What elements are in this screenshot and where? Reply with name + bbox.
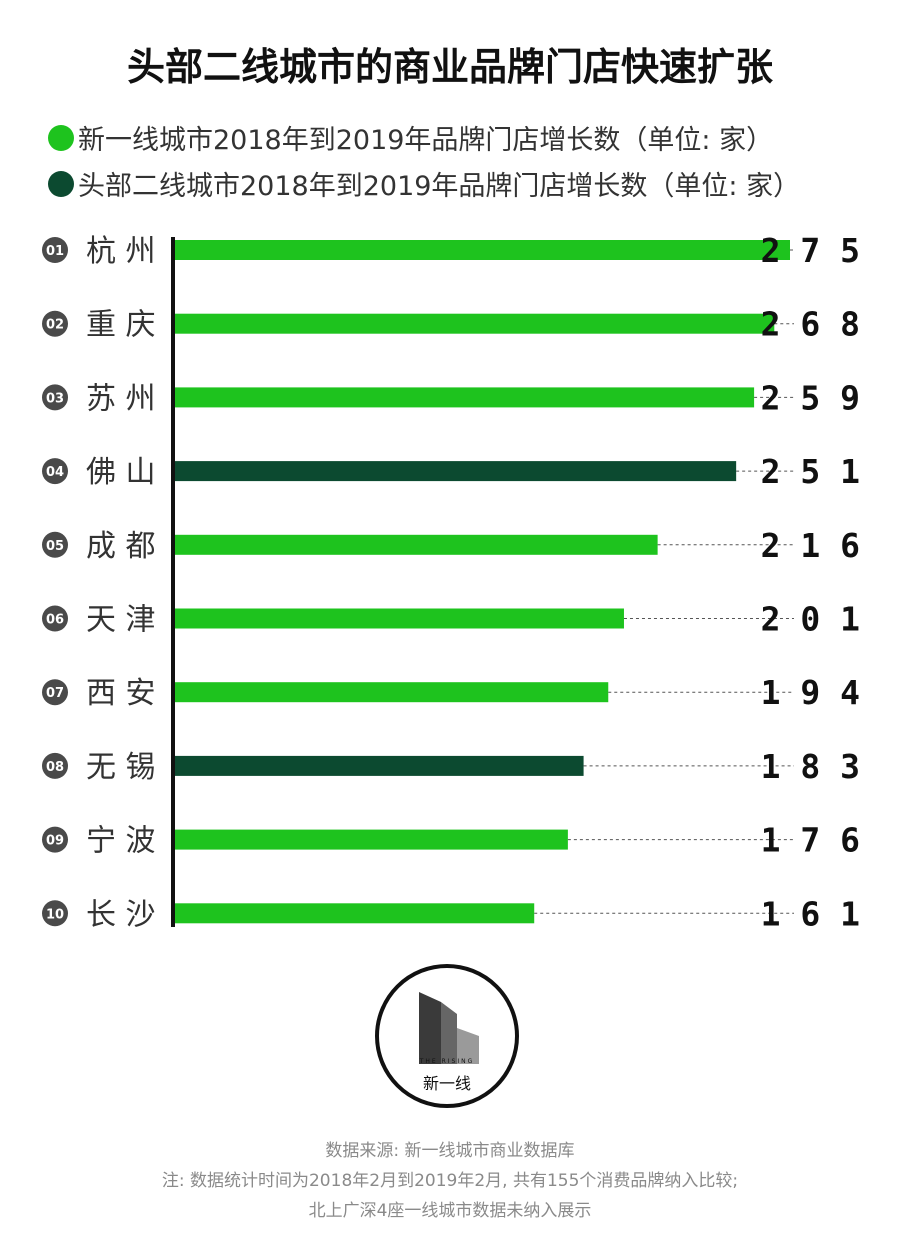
rank-badge xyxy=(42,679,68,706)
value-label: 2 0 1 xyxy=(761,600,860,639)
legend-dot-light-green-icon xyxy=(48,124,74,151)
bar xyxy=(175,682,609,703)
value-label: 1 6 1 xyxy=(761,894,860,933)
bar xyxy=(175,903,535,924)
rank-badge xyxy=(42,752,68,779)
value-label: 1 7 6 xyxy=(761,821,860,860)
rising-logo-icon xyxy=(419,992,479,1064)
category-label: 杭 州 xyxy=(86,234,156,269)
rank-label: 01 xyxy=(46,244,64,259)
rank-label: 06 xyxy=(46,613,64,628)
legend-label: 头部二线城市2018年到2019年品牌门店增长数（单位: 家） xyxy=(78,171,801,202)
bar xyxy=(175,608,624,629)
rank-label: 05 xyxy=(46,539,64,554)
rank-badge xyxy=(42,531,68,558)
category-label: 重 庆 xyxy=(86,308,156,343)
footnote-exclusion: 北上广深4座一线城市数据未纳入展示 xyxy=(308,1201,592,1221)
rank-label: 10 xyxy=(46,907,64,922)
legend-dot-dark-green-icon xyxy=(48,170,74,197)
bar xyxy=(175,240,790,260)
category-label: 宁 波 xyxy=(86,824,156,859)
footnote-source: 数据来源: 新一线城市商业数据库 xyxy=(325,1141,575,1161)
logo-small-text: THE RISING xyxy=(419,1058,475,1065)
value-label: 2 1 6 xyxy=(761,526,860,565)
chart-title: 头部二线城市的商业品牌门店快速扩张 xyxy=(126,45,773,89)
rising-logo: THE RISING 新一线 xyxy=(375,964,519,1108)
rank-badge xyxy=(42,900,68,927)
bar-chart: 01 杭 州 2 7 5 02 重 庆 2 6 8 03 苏 州 2 5 9 04 佛 山 2 5 1… xyxy=(42,231,860,933)
bar xyxy=(175,461,737,482)
category-label: 西 安 xyxy=(86,676,156,711)
rank-label: 07 xyxy=(46,686,64,701)
rank-label: 02 xyxy=(46,318,64,333)
rank-badge xyxy=(42,237,68,263)
category-label: 成 都 xyxy=(86,529,156,564)
value-label: 1 9 4 xyxy=(761,673,860,712)
value-label: 2 5 9 xyxy=(761,378,860,417)
legend-label: 新一线城市2018年到2019年品牌门店增长数（单位: 家） xyxy=(78,125,774,156)
category-label: 无 锡 xyxy=(86,750,156,785)
value-label: 2 7 5 xyxy=(761,231,860,270)
legend-item-top-tier2: 头部二线城市2018年到2019年品牌门店增长数（单位: 家） xyxy=(48,164,800,203)
rank-badge xyxy=(42,310,68,337)
rank-label: 03 xyxy=(46,391,64,406)
category-label: 天 津 xyxy=(86,603,156,638)
rank-label: 04 xyxy=(46,465,64,480)
rank-badge xyxy=(42,826,68,853)
rank-label: 09 xyxy=(46,834,64,849)
bar xyxy=(175,387,755,408)
bar xyxy=(175,755,584,776)
category-label: 长 沙 xyxy=(86,897,156,932)
footnote-note: 注: 数据统计时间为2018年2月到2019年2月, 共有155个消费品牌纳入比… xyxy=(161,1171,739,1191)
rank-label: 08 xyxy=(46,760,64,775)
rank-badge xyxy=(42,384,68,411)
value-label: 1 8 3 xyxy=(761,747,860,786)
bar xyxy=(175,534,658,555)
bar xyxy=(175,313,775,334)
legend-item-new-tier1: 新一线城市2018年到2019年品牌门店增长数（单位: 家） xyxy=(48,118,773,157)
bar xyxy=(175,829,568,850)
logo-text: 新一线 xyxy=(422,1074,471,1093)
rank-badge xyxy=(42,605,68,632)
value-label: 2 5 1 xyxy=(761,452,860,491)
rank-badge xyxy=(42,458,68,485)
category-label: 佛 山 xyxy=(86,455,156,490)
category-label: 苏 州 xyxy=(86,381,156,416)
value-label: 2 6 8 xyxy=(761,305,860,344)
